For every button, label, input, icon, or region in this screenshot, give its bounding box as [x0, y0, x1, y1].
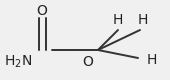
Text: H: H — [147, 53, 157, 67]
Text: O: O — [37, 4, 47, 18]
Text: H$_2$N: H$_2$N — [4, 54, 32, 70]
Text: H: H — [113, 13, 123, 27]
Text: O: O — [83, 55, 94, 69]
Text: H: H — [138, 13, 148, 27]
